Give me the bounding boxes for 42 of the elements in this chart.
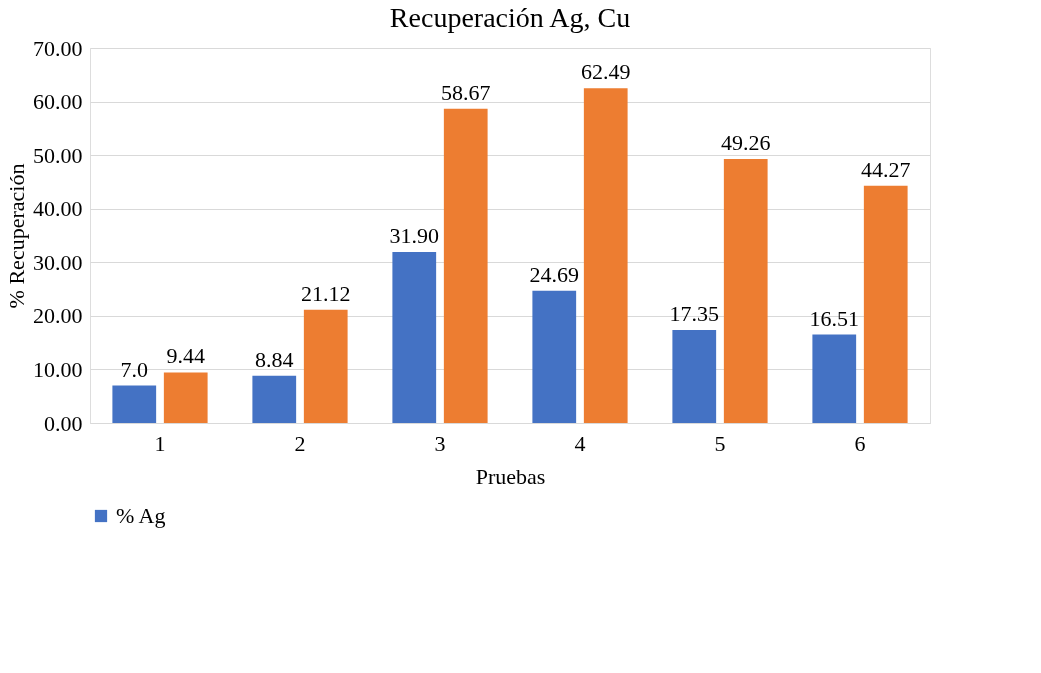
y-axis-title: % Recuperación	[4, 163, 29, 309]
bar	[723, 159, 768, 423]
data-label: 58.67	[440, 79, 491, 105]
y-tick-label: 40.00	[33, 196, 83, 222]
bar	[392, 252, 437, 423]
chart-title: Recuperación Ag, Cu	[389, 2, 631, 33]
x-tick-label: 3	[434, 430, 446, 456]
x-tick-label: 5	[714, 430, 726, 456]
y-tick-label: 10.00	[33, 356, 83, 382]
bar	[112, 385, 157, 423]
bar	[532, 290, 577, 423]
bar	[863, 185, 908, 423]
y-tick-label: 20.00	[33, 303, 83, 329]
data-label: 31.90	[389, 223, 440, 249]
y-tick-label: 30.00	[33, 249, 83, 275]
x-tick-label: 6	[854, 430, 866, 456]
data-label: 62.49	[580, 59, 631, 85]
data-label: 24.69	[529, 261, 580, 287]
legend-label: % Ag	[116, 503, 166, 528]
bar	[252, 375, 297, 423]
bar	[443, 108, 488, 423]
data-label: 8.84	[255, 346, 294, 372]
bar	[583, 88, 628, 423]
y-tick-label: 70.00	[33, 35, 83, 61]
bar	[812, 334, 857, 423]
data-label: 7.0	[120, 356, 149, 382]
data-label: 21.12	[300, 280, 351, 306]
bar	[672, 330, 717, 423]
y-tick-label: 60.00	[33, 89, 83, 115]
bar	[163, 372, 208, 423]
x-tick-label: 2	[294, 430, 306, 456]
x-tick-label: 1	[154, 430, 166, 456]
x-tick-label: 4	[574, 430, 586, 456]
data-label: 16.51	[809, 305, 860, 331]
x-axis-title: Pruebas	[475, 463, 546, 489]
data-label: 49.26	[720, 130, 771, 156]
data-label: 9.44	[166, 343, 205, 369]
bar	[303, 309, 348, 423]
y-tick-label: 50.00	[33, 142, 83, 168]
y-tick-label: 0.00	[44, 410, 83, 436]
data-label: 44.27	[860, 156, 911, 182]
data-label: 17.35	[669, 301, 720, 327]
